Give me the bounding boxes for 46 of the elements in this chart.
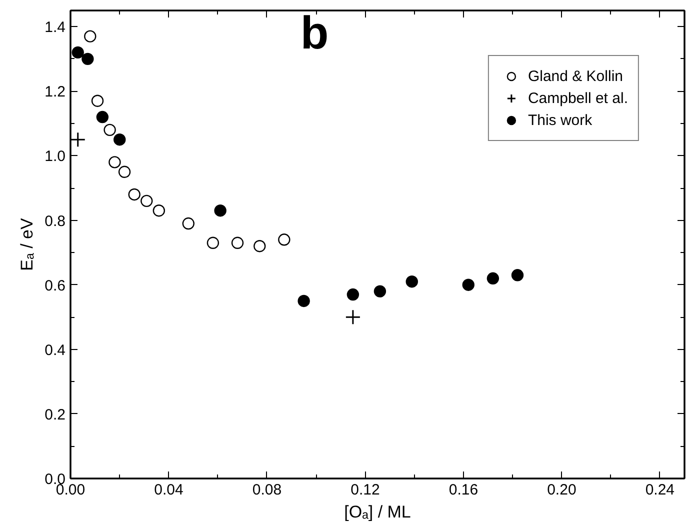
point — [96, 110, 109, 124]
point — [140, 194, 153, 208]
point — [128, 188, 140, 201]
point — [70, 132, 86, 148]
point — [406, 276, 418, 288]
point — [374, 285, 386, 298]
point — [104, 124, 116, 136]
point — [114, 134, 126, 146]
point — [298, 294, 310, 308]
x-tick-label: 0.12 — [350, 482, 380, 498]
y-tick-label: 0.6 — [44, 277, 66, 294]
point — [278, 234, 290, 246]
y-tick-label: 1.0 — [44, 148, 66, 166]
point — [118, 166, 131, 178]
legend-label: Campbell et al. — [528, 90, 628, 106]
point — [91, 94, 104, 107]
x-tick-label: 0.04 — [154, 482, 184, 498]
point — [486, 272, 500, 284]
point — [182, 217, 194, 230]
x-tick-label: 0.24 — [645, 482, 675, 498]
y-tick-label: 0.2 — [44, 406, 66, 424]
y-tick-label: 1.2 — [44, 84, 66, 101]
x-tick-label: 0.16 — [448, 482, 478, 498]
y-tick-label: 0.8 — [44, 212, 66, 230]
y-tick-label: 0.4 — [44, 342, 66, 359]
point — [72, 46, 84, 59]
point — [82, 52, 94, 66]
x-axis-title: [Oₐ] / ML — [344, 502, 411, 522]
point — [511, 269, 524, 282]
annotation: b — [300, 6, 329, 58]
point — [84, 30, 96, 42]
point — [108, 156, 121, 168]
legend-label: This work — [528, 112, 592, 128]
point — [345, 309, 361, 325]
y-tick-label: 1.4 — [44, 19, 66, 36]
x-tick-label: 0.20 — [547, 482, 576, 498]
y-axis-title: Eₐ / eV — [18, 218, 37, 271]
point — [346, 288, 360, 301]
point — [152, 204, 166, 217]
point — [214, 204, 226, 217]
point — [206, 236, 220, 249]
legend-label: Gland & Kollin — [528, 68, 623, 84]
point — [462, 278, 474, 291]
point — [231, 236, 244, 249]
x-tick-label: 0.08 — [252, 482, 282, 498]
point — [254, 240, 266, 252]
